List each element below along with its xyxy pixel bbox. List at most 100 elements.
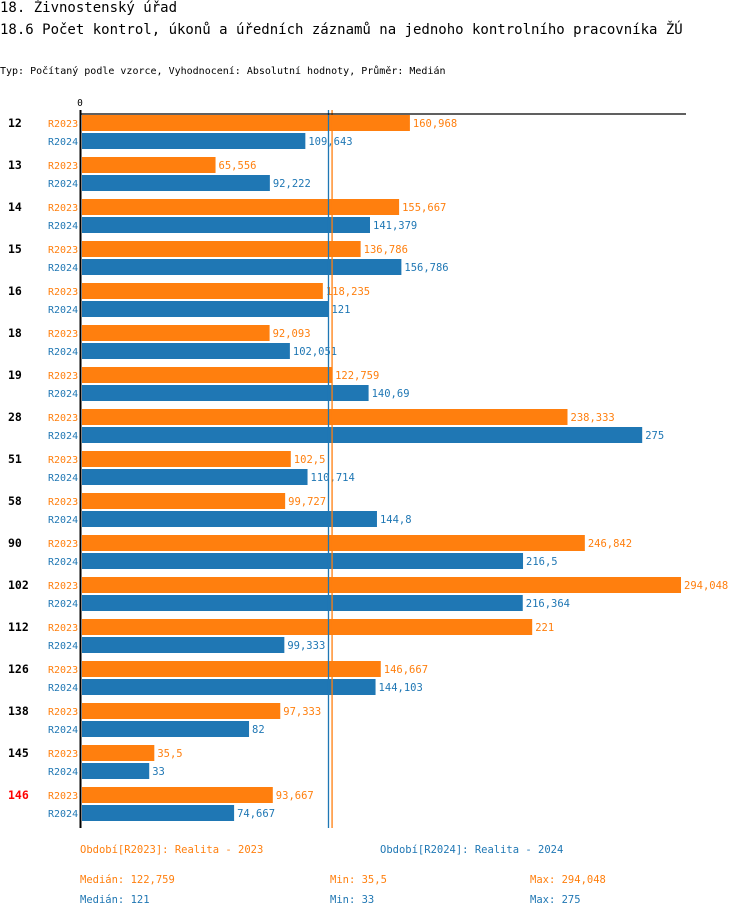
- legend-r2024: Období[R2024]: Realita - 2024: [380, 844, 564, 856]
- category-label: 126: [8, 662, 29, 676]
- data-label: 216,364: [526, 598, 570, 610]
- data-label: 122,759: [335, 370, 379, 382]
- category-label: 18: [8, 326, 22, 340]
- stat-max-r2024: Max: 275: [530, 894, 581, 906]
- data-label: 216,5: [526, 556, 558, 568]
- series-label: R2024: [48, 809, 78, 820]
- data-label: 141,379: [373, 220, 417, 232]
- category-label: 28: [8, 410, 22, 424]
- data-label: 99,333: [287, 640, 325, 652]
- bar-r2024: [82, 301, 329, 317]
- category-label: 138: [8, 704, 29, 718]
- category-label: 16: [8, 284, 22, 298]
- bar-r2023: [82, 283, 323, 299]
- series-label: R2024: [48, 305, 78, 316]
- series-label: R2023: [48, 455, 78, 466]
- bar-r2023: [82, 493, 286, 509]
- data-label: 121: [331, 304, 350, 316]
- bar-r2023: [82, 367, 333, 383]
- series-label: R2024: [48, 431, 78, 442]
- stat-min-r2024: Min: 33: [330, 894, 375, 906]
- data-label: 144,103: [379, 682, 423, 694]
- series-label: R2024: [48, 515, 78, 526]
- series-label: R2024: [48, 389, 78, 400]
- bar-r2024: [82, 511, 377, 527]
- section-title: 18. Živnostenský úřad: [0, 0, 178, 16]
- category-label: 15: [8, 242, 22, 256]
- series-label: R2023: [48, 497, 78, 508]
- series-label: R2024: [48, 683, 78, 694]
- series-label: R2023: [48, 119, 78, 130]
- data-label: 156,786: [404, 262, 448, 274]
- bar-r2023: [82, 241, 361, 257]
- data-label: 35,5: [157, 748, 182, 760]
- bar-r2024: [82, 217, 371, 233]
- series-label: R2024: [48, 221, 78, 232]
- bar-r2023: [82, 115, 410, 131]
- category-label: 146: [8, 788, 29, 802]
- bar-r2024: [82, 343, 290, 359]
- category-label: 14: [8, 200, 22, 214]
- data-label: 146,667: [384, 664, 428, 676]
- series-label: R2023: [48, 329, 78, 340]
- series-label: R2023: [48, 749, 78, 760]
- stat-median-r2024: Medián: 121: [80, 894, 150, 906]
- bar-r2024: [82, 385, 369, 401]
- series-label: R2023: [48, 707, 78, 718]
- data-label: 238,333: [571, 412, 615, 424]
- bar-r2023: [82, 535, 585, 551]
- x-tick-label: 0: [77, 98, 83, 109]
- bar-r2023: [82, 157, 216, 173]
- data-label: 92,093: [273, 328, 311, 340]
- category-label: 58: [8, 494, 22, 508]
- bar-r2023: [82, 199, 400, 215]
- data-label: 140,69: [372, 388, 410, 400]
- series-label: R2023: [48, 539, 78, 550]
- bar-r2024: [82, 595, 523, 611]
- stat-median-r2023: Medián: 122,759: [80, 874, 175, 886]
- data-label: 246,842: [588, 538, 632, 550]
- data-label: 93,667: [276, 790, 314, 802]
- bar-r2023: [82, 703, 281, 719]
- bar-r2023: [82, 409, 568, 425]
- series-label: R2024: [48, 767, 78, 778]
- bar-r2024: [82, 259, 402, 275]
- series-label: R2024: [48, 473, 78, 484]
- series-label: R2024: [48, 347, 78, 358]
- bar-r2024: [82, 427, 643, 443]
- category-label: 51: [8, 452, 22, 466]
- chart-info: Typ: Počítaný podle vzorce, Vyhodnocení:…: [0, 66, 446, 77]
- category-label: 12: [8, 116, 22, 130]
- bar-r2024: [82, 763, 150, 779]
- series-label: R2023: [48, 245, 78, 256]
- series-label: R2024: [48, 557, 78, 568]
- category-label: 102: [8, 578, 29, 592]
- data-label: 92,222: [273, 178, 311, 190]
- series-label: R2023: [48, 413, 78, 424]
- bar-r2023: [82, 787, 273, 803]
- series-label: R2023: [48, 791, 78, 802]
- category-label: 145: [8, 746, 29, 760]
- stat-max-r2023: Max: 294,048: [530, 874, 606, 886]
- chart-title: 18.6 Počet kontrol, úkonů a úředních záz…: [0, 22, 683, 38]
- data-label: 74,667: [237, 808, 275, 820]
- bar-r2024: [82, 469, 308, 485]
- bar-r2023: [82, 661, 381, 677]
- data-label: 102,5: [294, 454, 326, 466]
- stat-min-r2023: Min: 35,5: [330, 874, 387, 886]
- data-label: 275: [645, 430, 664, 442]
- series-label: R2023: [48, 287, 78, 298]
- category-label: 19: [8, 368, 22, 382]
- category-label: 112: [8, 620, 29, 634]
- bar-r2023: [82, 451, 291, 467]
- data-label: 144,8: [380, 514, 412, 526]
- bar-r2024: [82, 637, 285, 653]
- bar-r2023: [82, 745, 155, 761]
- bar-r2024: [82, 721, 250, 737]
- series-label: R2024: [48, 599, 78, 610]
- data-label: 99,727: [288, 496, 326, 508]
- bar-r2023: [82, 577, 681, 593]
- bar-r2024: [82, 553, 524, 569]
- series-label: R2024: [48, 263, 78, 274]
